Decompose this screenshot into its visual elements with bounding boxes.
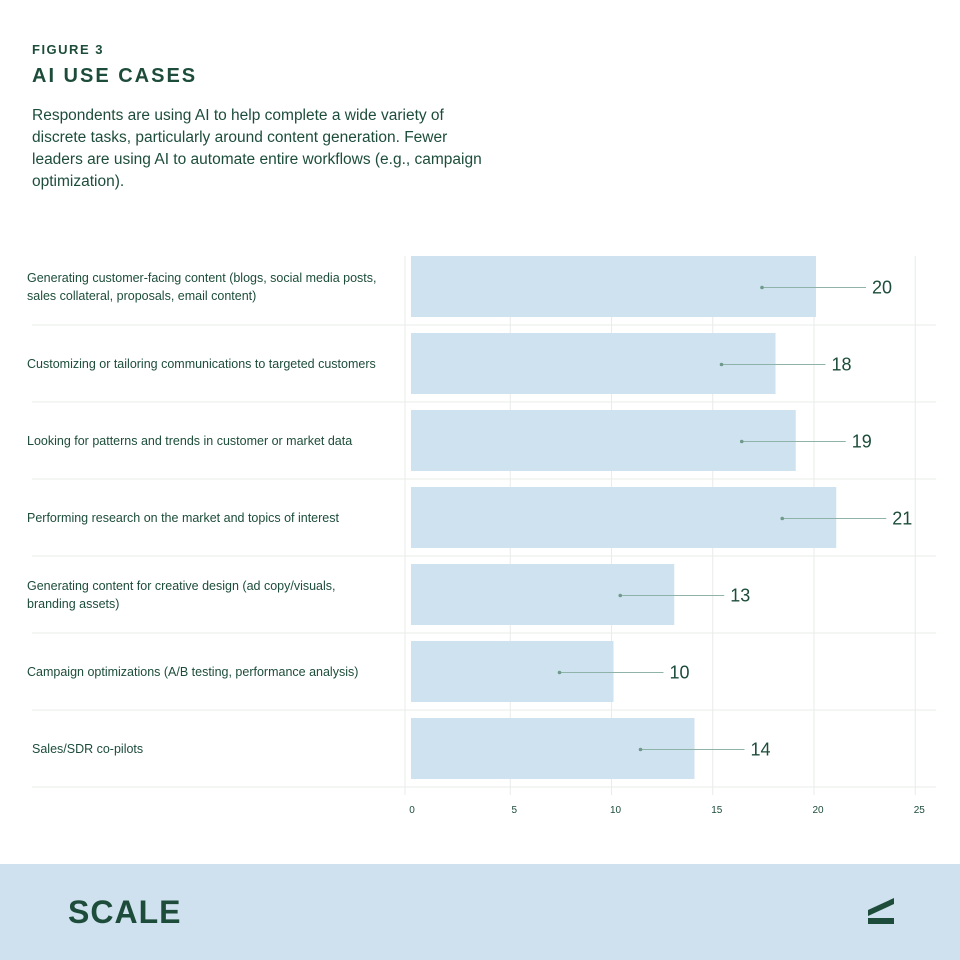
figure-label: FIGURE 3	[32, 42, 104, 57]
leader-dot	[760, 285, 764, 290]
data-label: 14	[751, 740, 771, 760]
data-label: 13	[730, 586, 750, 606]
bar	[411, 487, 837, 548]
category-label: Looking for patterns and trends in custo…	[27, 433, 353, 448]
bar	[411, 641, 614, 702]
bar-chart: 20 18 19 21 13 10 14 0 5 10 15 20 25 Generating cust…	[0, 240, 960, 830]
category-label: Generating content for creative design (…	[27, 578, 336, 611]
leader-dot	[739, 439, 744, 444]
data-label: 21	[892, 509, 912, 529]
category-label: Generating customer-facing content (blog…	[27, 270, 377, 303]
bar	[411, 718, 695, 779]
leader-dot	[780, 516, 785, 521]
figure-header: FIGURE 3 AI USE CASES Respondents are us…	[32, 42, 552, 193]
bar	[411, 333, 776, 394]
chart-canvas: 20 18 19 21 13 10 14 0 5 10 15 20 25	[32, 256, 936, 816]
x-tick-label: 25	[914, 805, 926, 816]
leader-dot	[719, 362, 724, 367]
data-label: 10	[670, 663, 690, 683]
figure-title: AI USE CASES	[32, 65, 198, 87]
category-label: Customizing or tailoring communications …	[27, 356, 376, 371]
x-tick-label: 0	[409, 805, 415, 816]
leader-dot	[557, 670, 562, 675]
scale-mark-icon	[868, 898, 894, 924]
figure-description: Respondents are using AI to help complet…	[32, 107, 482, 190]
leader-dot	[618, 593, 623, 598]
bar	[411, 410, 796, 471]
x-tick-label: 5	[511, 805, 517, 816]
x-tick-label: 10	[610, 805, 622, 816]
leader-dot	[638, 747, 643, 752]
x-tick-label: 20	[812, 805, 824, 816]
brand-logo: SCALE	[68, 894, 182, 930]
x-tick-label: 15	[711, 805, 723, 816]
data-label: 19	[852, 432, 872, 452]
bar	[411, 256, 816, 317]
footer-bar: SCALE	[0, 864, 960, 960]
data-label: 20	[872, 278, 892, 298]
category-label: Performing research on the market and to…	[27, 510, 339, 525]
data-label: 18	[832, 355, 852, 375]
category-label: Sales/SDR co-pilots	[32, 741, 144, 756]
bar	[411, 564, 675, 625]
category-label: Campaign optimizations (A/B testing, per…	[27, 664, 359, 679]
